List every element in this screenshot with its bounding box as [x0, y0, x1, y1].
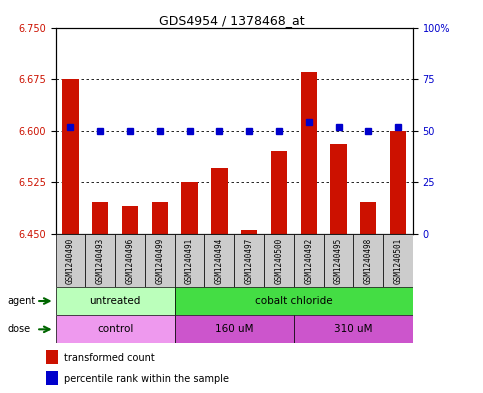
Bar — [85, 234, 115, 287]
Bar — [294, 315, 413, 343]
Bar — [175, 315, 294, 343]
Text: GSM1240496: GSM1240496 — [126, 238, 134, 284]
Text: GSM1240490: GSM1240490 — [66, 238, 75, 284]
Text: GSM1240495: GSM1240495 — [334, 238, 343, 284]
Bar — [175, 234, 204, 287]
Bar — [324, 234, 354, 287]
Text: GSM1240500: GSM1240500 — [274, 238, 284, 284]
Text: GDS4954 / 1378468_at: GDS4954 / 1378468_at — [159, 14, 305, 27]
Text: GSM1240497: GSM1240497 — [245, 238, 254, 284]
Bar — [62, 79, 79, 234]
Bar — [115, 234, 145, 287]
Text: percentile rank within the sample: percentile rank within the sample — [64, 374, 229, 384]
Bar — [182, 182, 198, 234]
Bar — [204, 234, 234, 287]
Bar — [56, 234, 85, 287]
Text: transformed count: transformed count — [64, 353, 155, 363]
Bar — [354, 234, 383, 287]
Bar — [300, 72, 317, 234]
Bar — [360, 202, 376, 234]
Bar — [56, 287, 175, 315]
Bar — [390, 131, 406, 234]
Bar — [294, 234, 324, 287]
Text: 160 uM: 160 uM — [215, 324, 254, 334]
Bar — [56, 315, 175, 343]
Bar — [241, 230, 257, 234]
Text: GSM1240491: GSM1240491 — [185, 238, 194, 284]
Bar — [145, 234, 175, 287]
Text: GSM1240492: GSM1240492 — [304, 238, 313, 284]
Bar — [211, 169, 227, 234]
Bar — [175, 287, 413, 315]
Text: GSM1240501: GSM1240501 — [394, 238, 402, 284]
Bar — [383, 234, 413, 287]
Bar — [122, 206, 138, 234]
Text: dose: dose — [7, 324, 30, 334]
Bar — [46, 350, 58, 364]
Text: GSM1240493: GSM1240493 — [96, 238, 105, 284]
Bar — [330, 145, 347, 234]
Bar — [92, 202, 108, 234]
Bar — [152, 202, 168, 234]
Text: GSM1240494: GSM1240494 — [215, 238, 224, 284]
Text: cobalt chloride: cobalt chloride — [255, 296, 333, 306]
Text: GSM1240498: GSM1240498 — [364, 238, 373, 284]
Bar — [234, 234, 264, 287]
Bar — [46, 371, 58, 385]
Text: GSM1240499: GSM1240499 — [156, 238, 164, 284]
Text: untreated: untreated — [89, 296, 141, 306]
Text: 310 uM: 310 uM — [334, 324, 373, 334]
Bar — [271, 151, 287, 234]
Bar — [264, 234, 294, 287]
Text: agent: agent — [7, 296, 35, 306]
Text: control: control — [97, 324, 133, 334]
